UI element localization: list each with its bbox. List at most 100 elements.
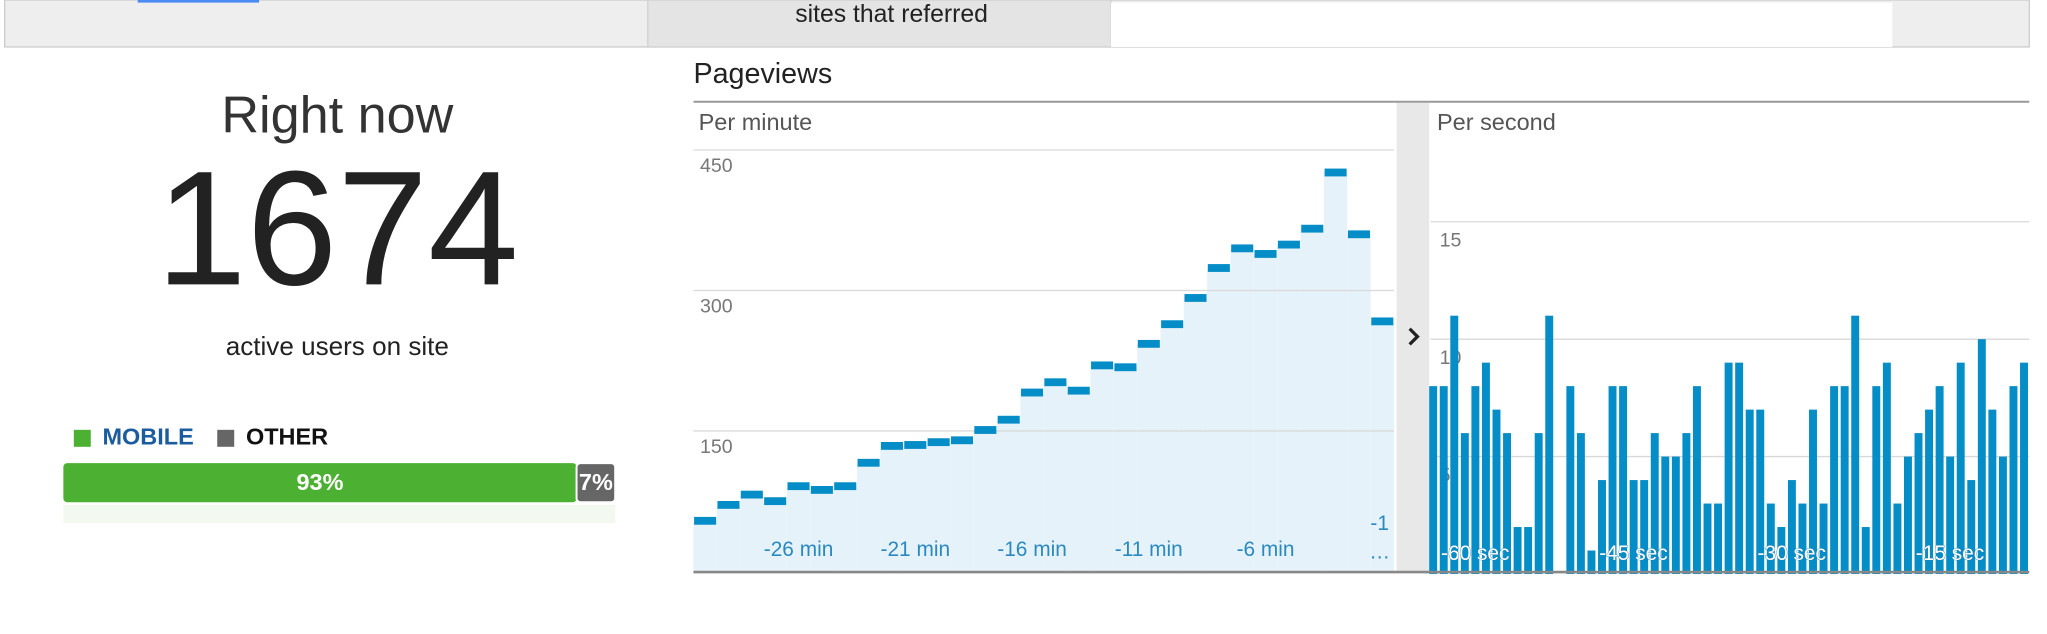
x-tick-label: -30 sec (1758, 542, 1826, 565)
bar (1967, 480, 1976, 574)
bar (1977, 339, 1986, 574)
bar (1703, 503, 1712, 574)
bar (1724, 362, 1733, 574)
y-tick-label: 450 (700, 155, 733, 177)
area-step (1300, 228, 1324, 572)
y-tick-label: 15 (1440, 230, 1462, 252)
bar (1450, 315, 1459, 574)
step-marker (1114, 363, 1137, 372)
summary-title: Right now (221, 86, 453, 144)
x-tick-label: -26 min (764, 538, 834, 561)
active-users: 1674 (156, 136, 519, 319)
area-step (1230, 248, 1254, 572)
section-title: Pageviews (693, 58, 832, 90)
step-marker (1044, 378, 1067, 387)
area-step (716, 504, 741, 572)
bar (1619, 386, 1628, 574)
bar (1545, 315, 1554, 574)
bar (1956, 362, 1965, 574)
area-step (880, 445, 904, 572)
bar-segment (63, 463, 577, 503)
bar (1566, 386, 1575, 574)
bar (1893, 503, 1902, 574)
chart-divider (1396, 103, 1430, 572)
chart-title: Per second (1437, 109, 1556, 135)
x-tick-label: -11 min (1115, 538, 1183, 561)
y-tick-label: 300 (700, 296, 733, 318)
bar (1766, 503, 1775, 574)
area-step (1277, 244, 1301, 572)
bar (1998, 456, 2007, 574)
value-label: 93% (296, 469, 343, 495)
bar (1935, 386, 1944, 574)
x-tick-label: -21 min (881, 538, 951, 561)
bar (1534, 433, 1543, 574)
step-marker (880, 441, 903, 450)
step-marker (1371, 317, 1394, 326)
area-step (1113, 367, 1138, 572)
referral-snippet: sites that referred (795, 1, 988, 28)
x-tick-label: -45 sec (1599, 542, 1667, 565)
chart-title: Per minute (699, 109, 812, 135)
bar (1524, 527, 1533, 574)
bar-segment (575, 462, 617, 504)
area-step (786, 486, 811, 572)
bar (1598, 480, 1606, 574)
bar (1503, 433, 1512, 574)
bar (1471, 386, 1480, 574)
bar (1671, 456, 1680, 574)
bar (1640, 480, 1649, 574)
step-marker (1207, 264, 1230, 272)
legend-label: OTHER (246, 424, 328, 450)
step-marker (717, 500, 740, 509)
area-step (926, 442, 951, 572)
area-step (810, 489, 834, 572)
step-marker (1301, 224, 1324, 233)
x-tick-label: -16 min (997, 538, 1067, 561)
legend-swatch (73, 429, 91, 447)
step-marker (1254, 250, 1277, 258)
step-marker (694, 516, 717, 525)
area-step (693, 520, 717, 572)
area-step (1137, 343, 1161, 572)
step-marker (857, 458, 880, 467)
step-marker (1137, 339, 1160, 348)
bar (1777, 527, 1786, 574)
referral-box (1110, 2, 1893, 47)
x-tick-label: -15 sec (1916, 542, 1984, 565)
bar (1882, 362, 1891, 574)
legend-swatch (217, 429, 235, 447)
bar (1756, 409, 1765, 574)
bar (1872, 386, 1881, 574)
step-marker (950, 436, 974, 445)
bar (1861, 527, 1870, 574)
area-step (1347, 234, 1371, 572)
x-tick-label: -1 (1370, 512, 1389, 535)
bar (1608, 386, 1617, 574)
bar (1439, 386, 1448, 574)
step-marker (1067, 386, 1090, 395)
bar (1819, 503, 1828, 574)
bar (1840, 386, 1849, 574)
bar (1429, 386, 1438, 574)
bar (1925, 409, 1934, 574)
value-label: 7% (579, 469, 613, 495)
bar (1460, 433, 1469, 574)
bar (1745, 409, 1754, 574)
area-step (856, 462, 881, 572)
bar (1682, 433, 1691, 574)
bar (1629, 480, 1638, 574)
expand-chevron[interactable] (1408, 327, 1420, 346)
area-step (903, 444, 927, 572)
bar (1914, 433, 1923, 574)
referral-panel (647, 0, 1112, 48)
area-step (950, 440, 974, 572)
step-marker (1231, 244, 1254, 253)
step-marker (1324, 168, 1347, 177)
step-marker (810, 486, 833, 494)
bar (1481, 362, 1490, 574)
bar (1661, 456, 1670, 574)
area-step (740, 494, 764, 572)
